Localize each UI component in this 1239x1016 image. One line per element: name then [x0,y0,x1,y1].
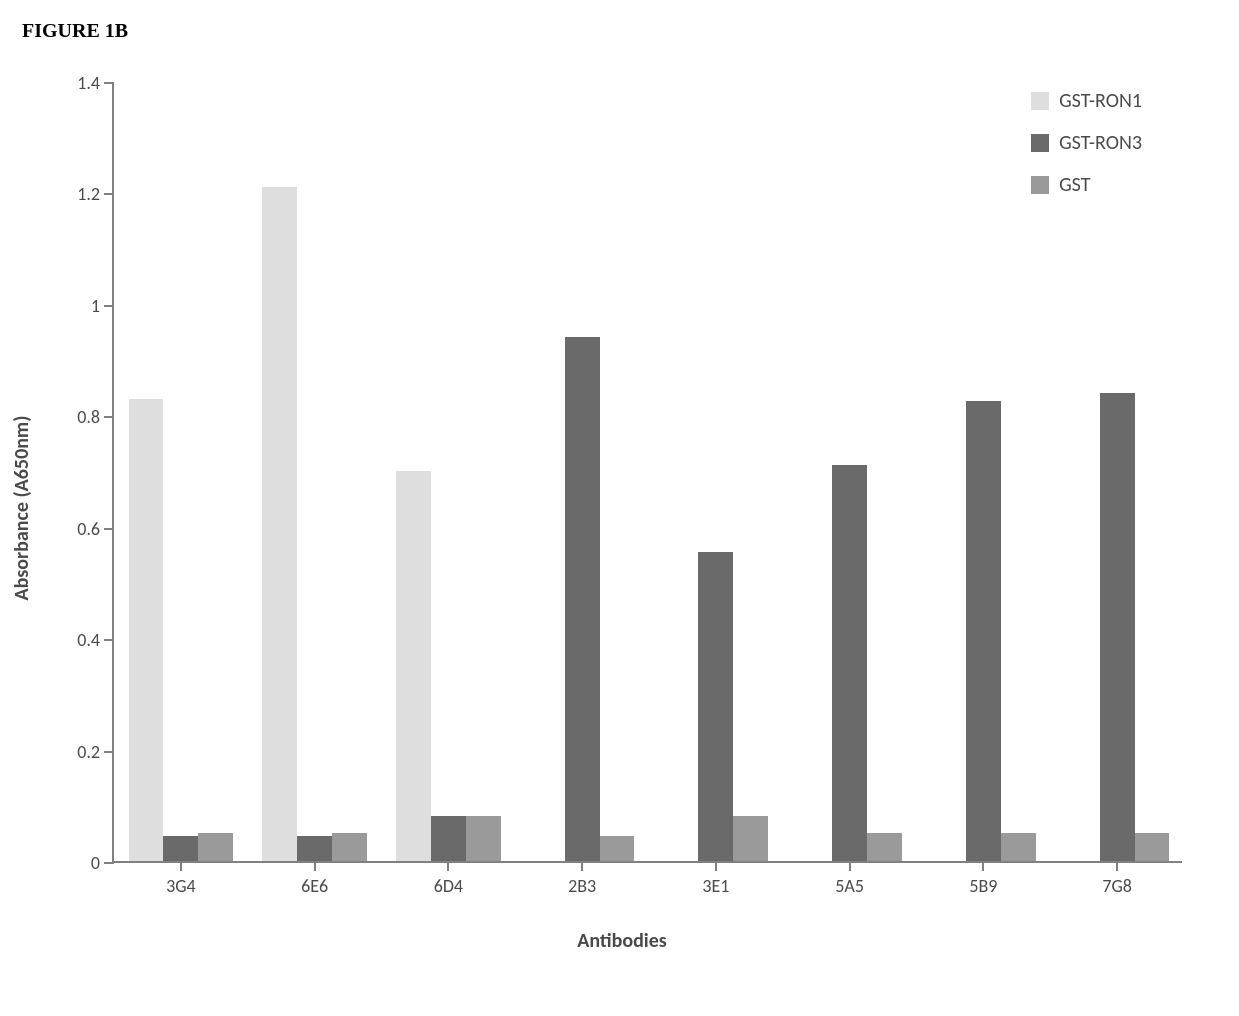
x-tick [581,861,583,871]
bar [733,816,768,861]
bar [565,337,600,861]
legend: GST-RON1 GST-RON3 GST [1031,89,1142,215]
plot-area: GST-RON1GST-RON3GST 00.20.40.60.811.21.4… [112,83,1182,863]
x-tick-label: 7G8 [1102,875,1132,897]
bar [332,833,367,861]
y-tick-label: 0 [91,852,100,874]
legend-label: GST [1059,173,1090,197]
y-tick [104,528,114,530]
page: FIGURE 1B Absorbance (A650nm) Antibodies… [0,0,1239,1016]
y-tick-label: 0.6 [77,518,100,540]
x-tick [180,861,182,871]
legend-swatch [1031,92,1049,110]
figure-title: FIGURE 1B [22,20,1199,43]
bar [262,187,297,861]
legend-item: GST-RON1 [1031,89,1142,113]
x-tick [314,861,316,871]
bar [1100,393,1135,861]
legend-item: GST [1031,173,1142,197]
y-tick [104,862,114,864]
y-tick [104,416,114,418]
y-tick-label: 1 [91,295,100,317]
x-tick [982,861,984,871]
bar [966,401,1001,861]
y-tick-label: 1.4 [77,72,100,94]
bar [431,816,466,861]
x-axis-label: Antibodies [577,929,667,953]
bar [867,833,902,861]
bar [163,836,198,861]
x-tick [715,861,717,871]
y-tick-label: 1.2 [77,183,100,205]
y-tick-label: 0.4 [77,629,100,651]
y-tick [104,82,114,84]
bar [466,816,501,861]
x-tick-label: 5B9 [969,875,997,897]
bar [1135,833,1170,861]
x-tick-label: 6E6 [301,875,328,897]
x-tick-label: 3G4 [166,875,196,897]
bar [698,552,733,861]
y-tick [104,193,114,195]
x-tick [1116,861,1118,871]
x-tick-label: 3E1 [702,875,729,897]
y-tick [104,305,114,307]
y-tick [104,751,114,753]
chart: Absorbance (A650nm) Antibodies GST-RON1G… [52,73,1192,943]
x-tick [447,861,449,871]
legend-swatch [1031,176,1049,194]
bar [396,471,431,861]
y-tick-label: 0.2 [77,741,100,763]
x-tick [849,861,851,871]
bar [832,465,867,861]
legend-label: GST-RON1 [1059,89,1142,113]
legend-label: GST-RON3 [1059,131,1142,155]
bar [198,833,233,861]
x-tick-label: 2B3 [568,875,596,897]
bar [600,836,635,861]
legend-swatch [1031,134,1049,152]
x-tick-label: 6D4 [434,875,463,897]
legend-item: GST-RON3 [1031,131,1142,155]
bar [129,399,164,861]
y-tick-label: 0.8 [77,406,100,428]
bar [297,836,332,861]
y-tick [104,639,114,641]
bar [1001,833,1036,861]
y-axis-label: Absorbance (A650nm) [10,416,34,601]
x-tick-label: 5A5 [835,875,864,897]
